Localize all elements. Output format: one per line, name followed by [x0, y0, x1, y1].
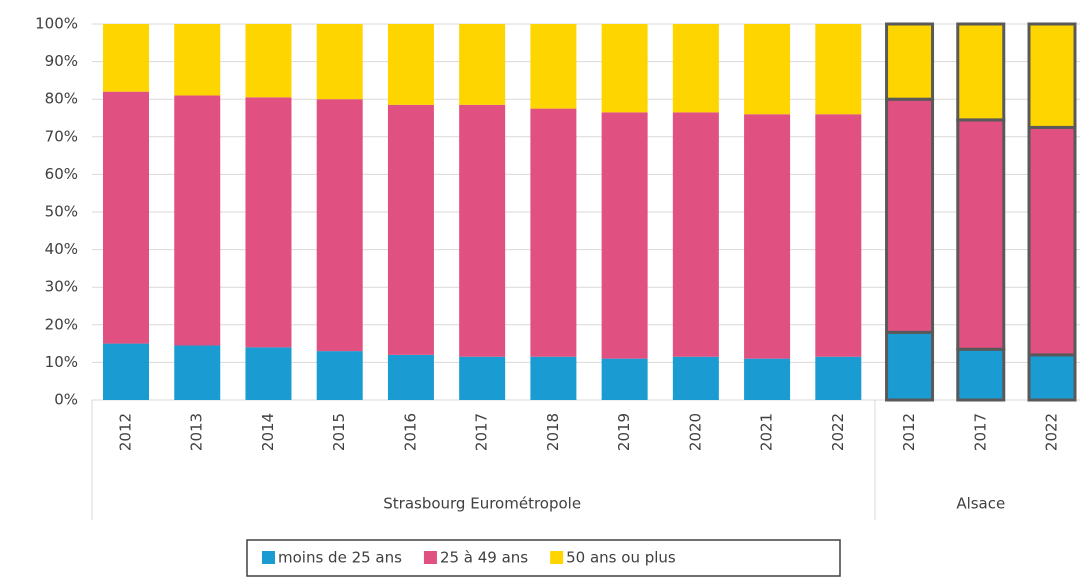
bar-segment — [530, 356, 577, 400]
x-tick-label: 2020 — [686, 413, 704, 451]
bar-segment — [530, 108, 577, 357]
bar-segment — [316, 24, 363, 100]
x-tick-label: 2017 — [971, 413, 989, 451]
bar-segment — [245, 347, 292, 400]
y-tick-label: 90% — [45, 52, 78, 70]
legend-label: moins de 25 ans — [278, 549, 402, 567]
bar-segment — [103, 343, 150, 400]
bar-segment — [103, 91, 150, 344]
bar-segment — [387, 354, 434, 400]
bar-segment — [316, 351, 363, 400]
bar-segment — [174, 95, 221, 346]
bar-segment — [459, 104, 506, 357]
y-tick-label: 100% — [35, 15, 78, 33]
bar-segment — [744, 24, 791, 115]
bar-segment — [1027, 125, 1077, 357]
group-label: Strasbourg Eurométropole — [383, 495, 581, 513]
bar-segment — [672, 112, 719, 357]
y-tick-label: 0% — [54, 391, 78, 409]
bar-segment — [815, 24, 862, 115]
legend-swatch — [262, 551, 275, 564]
bar-segment — [174, 24, 221, 96]
bar-segment — [815, 356, 862, 400]
bar-segment — [885, 330, 935, 402]
bar-segment — [885, 22, 935, 101]
x-tick-label: 2016 — [401, 413, 419, 451]
bar-segment — [744, 114, 791, 359]
bar-segment — [174, 345, 221, 400]
bar-segment — [744, 358, 791, 400]
group-label: Alsace — [956, 495, 1005, 513]
legend-box — [246, 539, 841, 577]
legend-swatch — [423, 551, 437, 564]
bar-segment — [1027, 22, 1077, 129]
y-tick-label: 10% — [45, 353, 78, 371]
y-tick-label: 70% — [45, 127, 78, 145]
bar-segment — [601, 358, 648, 400]
x-tick-label: 2019 — [615, 413, 633, 451]
bar-segment — [956, 118, 1006, 351]
bar-segment — [956, 347, 1006, 402]
bar-segment — [815, 114, 862, 357]
y-tick-label: 60% — [45, 165, 78, 183]
x-tick-label: 2014 — [259, 413, 277, 451]
x-tick-label: 2022 — [1043, 413, 1061, 451]
bar-segment — [459, 24, 506, 105]
bar-segment — [885, 97, 935, 334]
bar-segment — [103, 24, 150, 92]
x-tick-label: 2015 — [330, 413, 348, 451]
y-tick-label: 40% — [45, 240, 78, 258]
bar-segment — [1027, 353, 1077, 402]
bar-segment — [387, 24, 434, 105]
bar-segment — [956, 22, 1006, 122]
x-tick-label: 2022 — [829, 413, 847, 451]
bar-segment — [530, 24, 577, 109]
x-tick-label: 2012 — [900, 413, 918, 451]
bar-segment — [601, 24, 648, 113]
bar-segment — [245, 24, 292, 98]
x-tick-label: 2018 — [544, 413, 562, 451]
legend-label: 25 à 49 ans — [440, 549, 528, 567]
bar-segment — [601, 112, 648, 359]
y-tick-label: 80% — [45, 90, 78, 108]
y-tick-label: 20% — [45, 315, 78, 333]
x-tick-label: 2017 — [473, 413, 491, 451]
bar-segment — [459, 356, 506, 400]
legend-label: 50 ans ou plus — [566, 549, 676, 567]
bar-segment — [672, 356, 719, 400]
y-tick-label: 50% — [45, 203, 78, 221]
bar-segment — [245, 97, 292, 348]
x-tick-label: 2012 — [117, 413, 135, 451]
bar-segment — [316, 99, 363, 352]
x-tick-label: 2013 — [188, 413, 206, 451]
legend-swatch — [550, 551, 564, 564]
x-tick-label: 2021 — [758, 413, 776, 451]
bar-segment — [387, 104, 434, 355]
bar-segment — [672, 24, 719, 113]
y-tick-label: 30% — [45, 278, 78, 296]
